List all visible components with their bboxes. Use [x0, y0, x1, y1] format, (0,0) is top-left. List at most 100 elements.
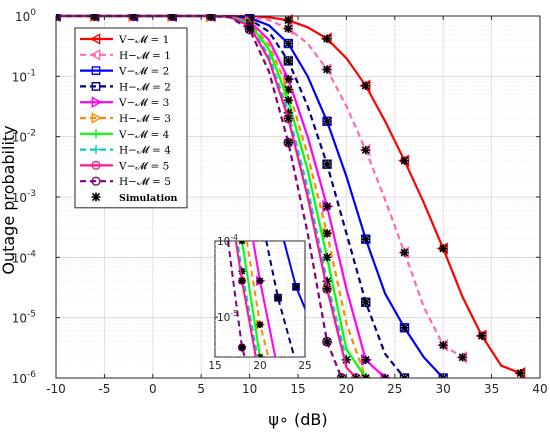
legend-label: V−𝓜 = 5: [118, 160, 169, 172]
legend-item-2: H−𝓜 = 1: [80, 49, 171, 62]
x-tick-label: 25: [387, 382, 402, 396]
y-tick-label: 10-1: [12, 68, 36, 84]
inset-x-tick-label: 20: [253, 360, 266, 372]
simulation-point: [361, 234, 370, 244]
inset-series: [226, 241, 305, 357]
legend-label: V−𝓜 = 4: [118, 129, 170, 141]
x-tick-label: 10: [242, 382, 257, 396]
legend-marker: [91, 176, 101, 186]
inset-simulation-point: [292, 283, 300, 291]
legend-label: H−𝓜 = 5: [119, 176, 171, 188]
inset-series-line: [282, 241, 305, 311]
simulation-point: [439, 340, 448, 350]
series-marker: [244, 24, 255, 35]
simulation-point: [284, 85, 293, 94]
simulation-point: [284, 24, 293, 33]
legend: V−𝓜 = 1 H−𝓜 = 1 V−𝓜 = 2 H−𝓜 = 2 V−𝓜 = 3 H−𝓜 =…: [74, 27, 188, 209]
legend-item-10: H−𝓜 = 5: [80, 176, 171, 188]
series-marker: [283, 137, 294, 148]
simulation-point: [439, 244, 448, 253]
simulation-point: [361, 81, 370, 90]
simulation-point: [322, 253, 332, 262]
legend-marker: [91, 129, 101, 139]
simulation-point: [477, 331, 487, 341]
simulation-point: [284, 74, 293, 84]
y-tick-label: 10-5: [12, 310, 36, 326]
legend-item-9: V−𝓜 = 5: [80, 160, 169, 172]
series-marker: [336, 373, 347, 378]
simulation-point: [284, 108, 293, 117]
legend-marker: [89, 33, 101, 45]
inset-simulation-point: [274, 294, 282, 302]
simulation-point: [322, 202, 332, 211]
x-tick-label: 15: [290, 382, 305, 396]
legend-marker: [89, 49, 101, 61]
y-tick-label: 10-6: [12, 370, 37, 386]
legend-item-1: V−𝓜 = 1: [80, 33, 169, 46]
legend-item-8: H−𝓜 = 4: [80, 145, 171, 157]
series-marker: [322, 283, 332, 294]
inset-simulation-point: [238, 241, 246, 245]
simulation-point: [322, 117, 332, 126]
legend-label: H−𝓜 = 1: [119, 50, 171, 62]
legend-label: H−𝓜 = 2: [119, 81, 171, 93]
legend-item-11: Simulation: [91, 192, 178, 204]
legend-marker: [91, 145, 101, 155]
legend-label: V−𝓜 = 1: [118, 34, 169, 46]
inset-simulation-point: [238, 267, 246, 275]
simulation-point: [361, 145, 370, 155]
legend-marker: [91, 82, 101, 91]
simulation-point: [361, 298, 370, 307]
simulation-point: [322, 159, 332, 169]
y-tick-label: 100: [15, 8, 36, 24]
simulation-point: [400, 248, 409, 257]
simulation-point: [516, 369, 525, 378]
simulation-point: [458, 353, 467, 362]
legend-label: V−𝓜 = 3: [118, 97, 169, 109]
simulation-point: [245, 25, 254, 34]
legend-label: H−𝓜 = 4: [119, 145, 171, 157]
simulation-point: [322, 284, 332, 294]
legend-marker: [91, 160, 101, 171]
simulation-point: [400, 156, 409, 165]
x-tick-label: 20: [339, 382, 354, 396]
simulation-point: [361, 355, 370, 365]
legend-item-5: V−𝓜 = 3: [80, 96, 169, 109]
inset-simulation-point: [238, 344, 246, 351]
simulation-point: [284, 39, 293, 48]
simulation-point: [400, 323, 409, 332]
simulation-point: [322, 65, 332, 74]
simulation-point: [342, 355, 351, 365]
x-tick-label: -5: [98, 382, 110, 396]
legend-label: Simulation: [119, 193, 178, 204]
simulation-point: [284, 114, 293, 123]
legend-marker: [91, 66, 101, 75]
legend-marker: [91, 112, 103, 124]
legend-label: H−𝓜 = 3: [119, 113, 171, 125]
simulation-point: [322, 337, 332, 346]
x-tick-label: 5: [197, 382, 205, 396]
x-tick-label: -10: [46, 382, 66, 396]
legend-item-6: H−𝓜 = 3: [80, 112, 171, 125]
simulation-point: [284, 138, 293, 147]
simulation-point: [284, 56, 293, 66]
x-tick-label: 35: [484, 382, 499, 396]
x-tick-label: 0: [149, 382, 157, 396]
series-line: [56, 14, 464, 359]
inset-simulation-point: [256, 321, 264, 328]
legend-marker: [91, 192, 101, 202]
simulation-point: [322, 34, 332, 43]
inset-simulation-point: [256, 277, 264, 285]
legend-marker: [91, 96, 103, 108]
series-marker: [322, 336, 332, 347]
series-marker: [351, 373, 362, 378]
simulation-point: [284, 96, 293, 105]
legend-item-3: V−𝓜 = 2: [80, 66, 169, 78]
legend-item-4: H−𝓜 = 2: [80, 81, 171, 93]
inset-simulation-point: [238, 277, 246, 285]
simulation-point: [322, 277, 332, 286]
x-tick-label: 30: [436, 382, 451, 396]
simulation-point: [322, 229, 332, 238]
